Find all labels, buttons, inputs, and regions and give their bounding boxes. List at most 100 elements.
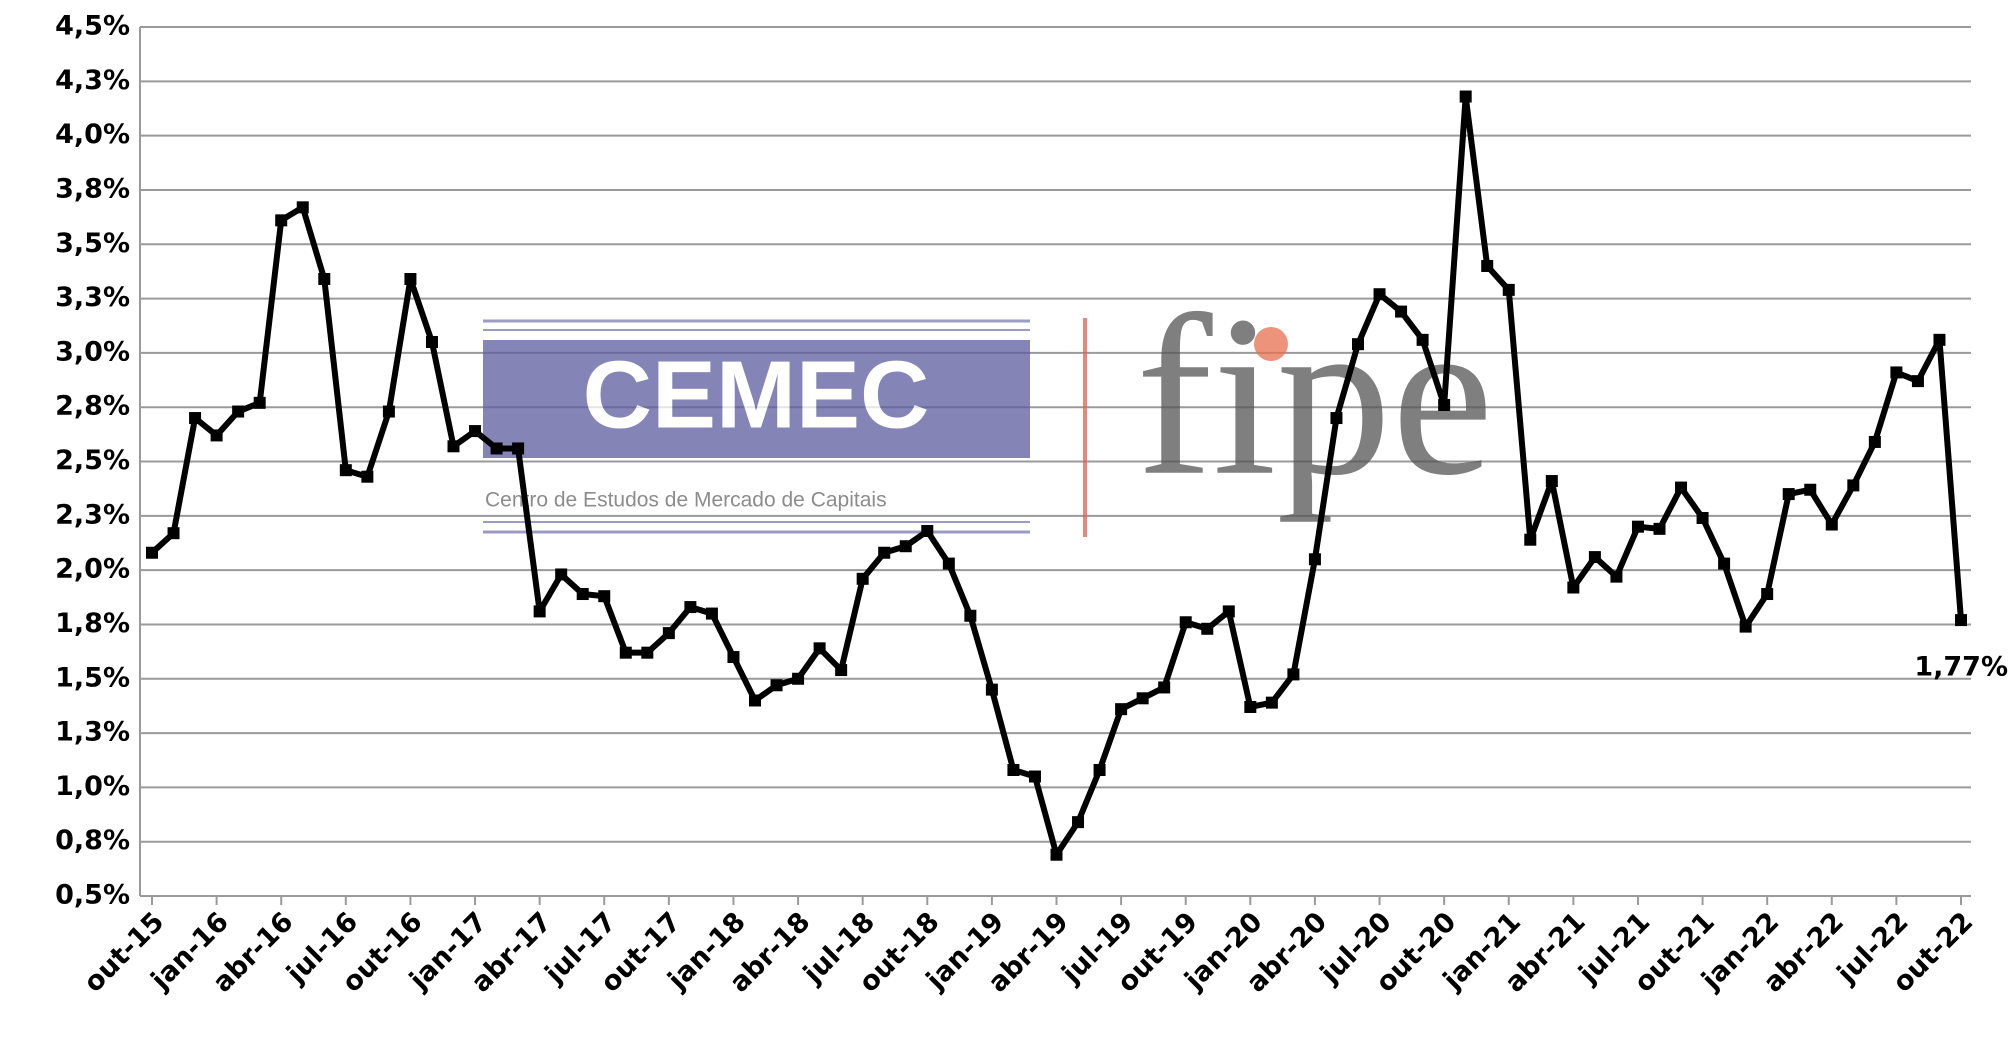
marker (985, 683, 998, 696)
marker (253, 396, 266, 409)
marker (1847, 479, 1860, 492)
data-label: 1,77% (1914, 652, 2008, 683)
marker (275, 214, 288, 227)
logo-subtitle: Centro de Estudos de Mercado de Capitais (485, 489, 887, 512)
marker (1244, 700, 1257, 713)
marker (792, 672, 805, 685)
y-tick-label: 2,5% (55, 445, 130, 476)
marker (1050, 848, 1063, 861)
y-tick-label: 1,8% (55, 608, 130, 639)
y-tick-label: 0,8% (55, 825, 130, 856)
marker (1911, 375, 1924, 388)
marker (770, 679, 783, 692)
marker (1524, 533, 1537, 546)
marker (512, 442, 525, 455)
marker (1330, 412, 1343, 425)
y-tick-label: 3,5% (55, 228, 130, 259)
y-tick-label: 1,5% (55, 662, 130, 693)
marker (1825, 518, 1838, 531)
marker (662, 627, 675, 640)
logo: CEMEC Centro de Estudos de Mercado de Ca… (483, 268, 1494, 537)
marker (447, 440, 460, 453)
marker (232, 405, 245, 418)
marker (964, 609, 977, 622)
y-tick-label: 4,3% (55, 65, 130, 96)
marker (1804, 483, 1817, 496)
marker (382, 405, 395, 418)
marker (1502, 283, 1515, 296)
y-tick-label: 2,8% (55, 391, 130, 422)
marker (1352, 338, 1364, 351)
marker (1955, 614, 1967, 627)
marker (1933, 333, 1946, 346)
logo-dot (1254, 327, 1288, 361)
marker (1438, 399, 1451, 412)
marker (727, 651, 740, 664)
y-tick-label: 3,0% (55, 336, 130, 367)
marker (705, 607, 718, 620)
marker (1481, 259, 1494, 272)
marker (1588, 551, 1601, 564)
marker (1373, 288, 1386, 301)
marker (1459, 90, 1472, 103)
marker (619, 646, 632, 659)
marker (1028, 770, 1041, 783)
y-tick-label: 4,0% (55, 119, 130, 150)
logo-box (483, 340, 1030, 458)
marker (1416, 333, 1429, 346)
marker (1308, 553, 1321, 566)
marker (189, 412, 202, 425)
marker (1761, 588, 1774, 601)
marker (533, 605, 546, 618)
marker (1093, 763, 1106, 776)
marker (296, 201, 309, 214)
marker (1890, 366, 1903, 379)
logo-partner: fipe (1136, 268, 1494, 523)
marker (1222, 605, 1235, 618)
marker (490, 442, 503, 455)
marker (318, 273, 331, 286)
logo-name: CEMEC (583, 341, 930, 448)
marker (1007, 763, 1020, 776)
y-tick-label: 1,3% (55, 717, 130, 748)
marker (1136, 692, 1149, 705)
y-tick-label: 2,0% (55, 554, 130, 585)
marker (921, 525, 934, 538)
y-tick-label: 3,3% (55, 282, 130, 313)
marker (1072, 816, 1085, 829)
marker (1610, 570, 1623, 583)
marker (339, 464, 352, 477)
marker (1567, 581, 1580, 594)
marker (749, 694, 761, 707)
marker (684, 601, 697, 614)
marker (1782, 488, 1795, 501)
marker (1395, 305, 1408, 318)
marker (167, 527, 180, 540)
marker (361, 470, 374, 483)
marker (598, 590, 611, 603)
marker (1868, 435, 1881, 448)
marker (1545, 475, 1558, 488)
y-tick-label: 1,0% (55, 771, 130, 802)
series-line (149, 93, 1964, 858)
marker (1631, 520, 1644, 533)
marker (555, 568, 568, 581)
marker (469, 425, 482, 438)
marker (1718, 557, 1731, 570)
y-tick-label: 4,5% (55, 11, 130, 42)
marker (1265, 696, 1278, 709)
marker (1653, 522, 1666, 535)
marker (576, 588, 589, 601)
marker (942, 557, 955, 570)
y-tick-label: 0,5% (55, 880, 130, 911)
marker (1696, 511, 1709, 524)
marker (813, 642, 826, 655)
marker (210, 429, 223, 442)
marker (1115, 703, 1128, 716)
grid (140, 26, 1971, 897)
y-tick-label: 3,8% (55, 173, 130, 204)
y-tick-label: 2,3% (55, 499, 130, 530)
marker (1158, 681, 1171, 694)
marker (1739, 620, 1752, 633)
